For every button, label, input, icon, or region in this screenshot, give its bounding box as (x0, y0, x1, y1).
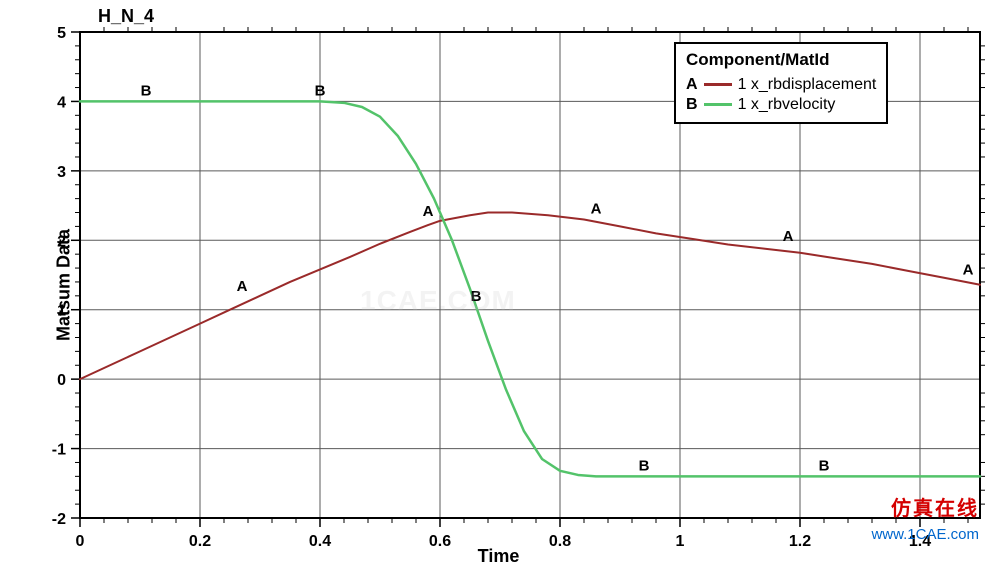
watermark-faint: 1CAE.COM (360, 285, 516, 317)
legend-label: 1 x_rbvelocity (738, 96, 836, 114)
chart-stage: 00.20.40.60.811.21.4-2-1012345AAAAABBBBB… (0, 0, 997, 569)
svg-text:1.2: 1.2 (789, 533, 811, 550)
legend-letter: B (686, 96, 698, 114)
svg-text:-2: -2 (52, 511, 66, 528)
legend: Component/MatId A 1 x_rbdisplacement B 1 x_… (674, 42, 888, 124)
svg-text:B: B (819, 457, 830, 474)
x-axis-title: Time (478, 546, 520, 567)
svg-text:1: 1 (676, 533, 685, 550)
svg-text:B: B (315, 82, 326, 99)
svg-text:A: A (237, 278, 248, 295)
legend-item-A: A 1 x_rbdisplacement (686, 76, 876, 94)
svg-text:0.2: 0.2 (189, 533, 211, 550)
legend-swatch (704, 83, 732, 86)
svg-text:A: A (783, 228, 794, 245)
svg-text:-1: -1 (52, 442, 66, 459)
svg-text:4: 4 (57, 94, 66, 111)
svg-text:A: A (423, 203, 434, 220)
svg-text:B: B (639, 457, 650, 474)
watermark-url: www.1CAE.com (871, 526, 979, 543)
svg-text:0: 0 (57, 372, 66, 389)
watermark-brand: 仿真在线 (891, 492, 979, 521)
svg-text:0.4: 0.4 (309, 533, 331, 550)
legend-label: 1 x_rbdisplacement (738, 76, 877, 94)
y-axis-title: Matsum Data (54, 228, 75, 340)
svg-text:0.8: 0.8 (549, 533, 571, 550)
legend-title: Component/MatId (686, 50, 876, 70)
svg-text:A: A (591, 200, 602, 217)
legend-swatch (704, 103, 732, 106)
svg-text:5: 5 (57, 25, 66, 42)
svg-text:3: 3 (57, 164, 66, 181)
svg-text:B: B (141, 82, 152, 99)
svg-text:0: 0 (76, 533, 85, 550)
chart-top-title: H_N_4 (98, 6, 154, 27)
svg-text:0.6: 0.6 (429, 533, 451, 550)
svg-text:A: A (963, 262, 974, 279)
legend-letter: A (686, 76, 698, 94)
legend-item-B: B 1 x_rbvelocity (686, 96, 876, 114)
